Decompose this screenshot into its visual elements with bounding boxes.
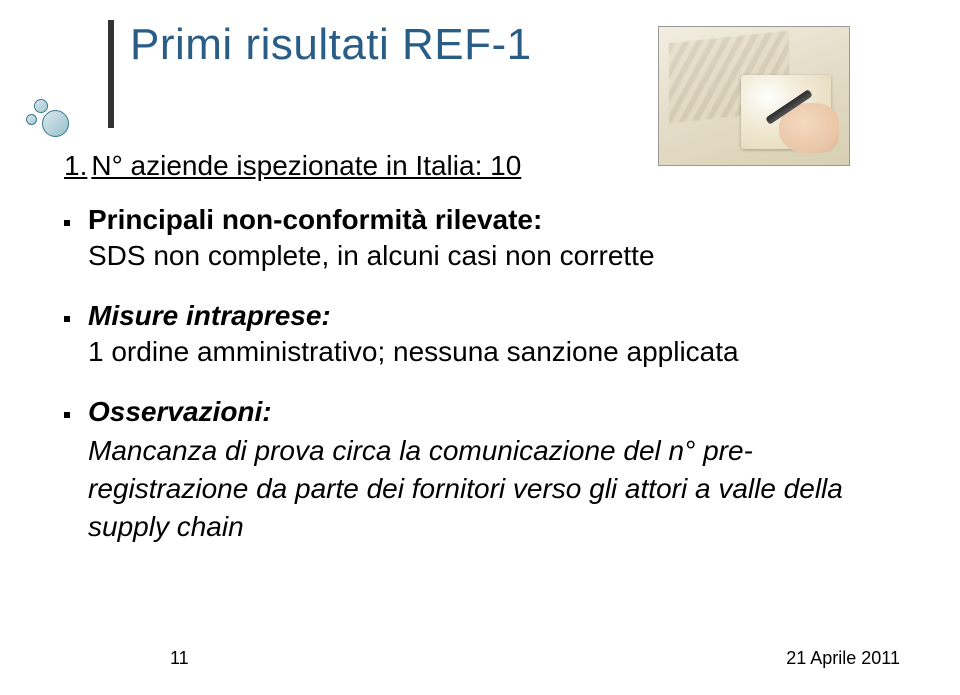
headline-number: 1. xyxy=(64,150,87,182)
slide: Primi risultati REF-1 1. N° aziende ispe… xyxy=(0,0,960,695)
misure-label: Misure intraprese: xyxy=(88,300,331,332)
sds-line: SDS non complete, in alcuni casi non cor… xyxy=(88,240,896,272)
principal-label: Principali non-conformità rilevate: xyxy=(88,204,542,236)
bullet-misure: Misure intraprese: xyxy=(64,300,896,332)
bullet-icon xyxy=(64,220,70,226)
footer-date: 21 Aprile 2011 xyxy=(786,648,900,669)
osservazioni-label: Osservazioni: xyxy=(88,396,272,428)
content-area: 1. N° aziende ispezionate in Italia: 10 … xyxy=(64,150,896,545)
osservazioni-text: Mancanza di prova circa la comunicazione… xyxy=(88,432,896,545)
illustration-writing-hand xyxy=(658,26,850,166)
headline: 1. N° aziende ispezionate in Italia: 10 xyxy=(64,150,896,182)
slide-title: Primi risultati REF-1 xyxy=(130,20,532,70)
bullet-icon xyxy=(64,412,70,418)
bullet-osservazioni: Osservazioni: xyxy=(64,396,896,428)
misure-line: 1 ordine amministrativo; nessuna sanzion… xyxy=(88,336,896,368)
page-number: 11 xyxy=(170,648,189,669)
bullet-principal: Principali non-conformità rilevate: xyxy=(64,204,896,236)
decorative-bubbles-icon xyxy=(42,110,69,137)
headline-text: N° aziende ispezionate in Italia: 10 xyxy=(91,150,521,182)
title-bar xyxy=(108,20,114,128)
bullet-icon xyxy=(64,316,70,322)
